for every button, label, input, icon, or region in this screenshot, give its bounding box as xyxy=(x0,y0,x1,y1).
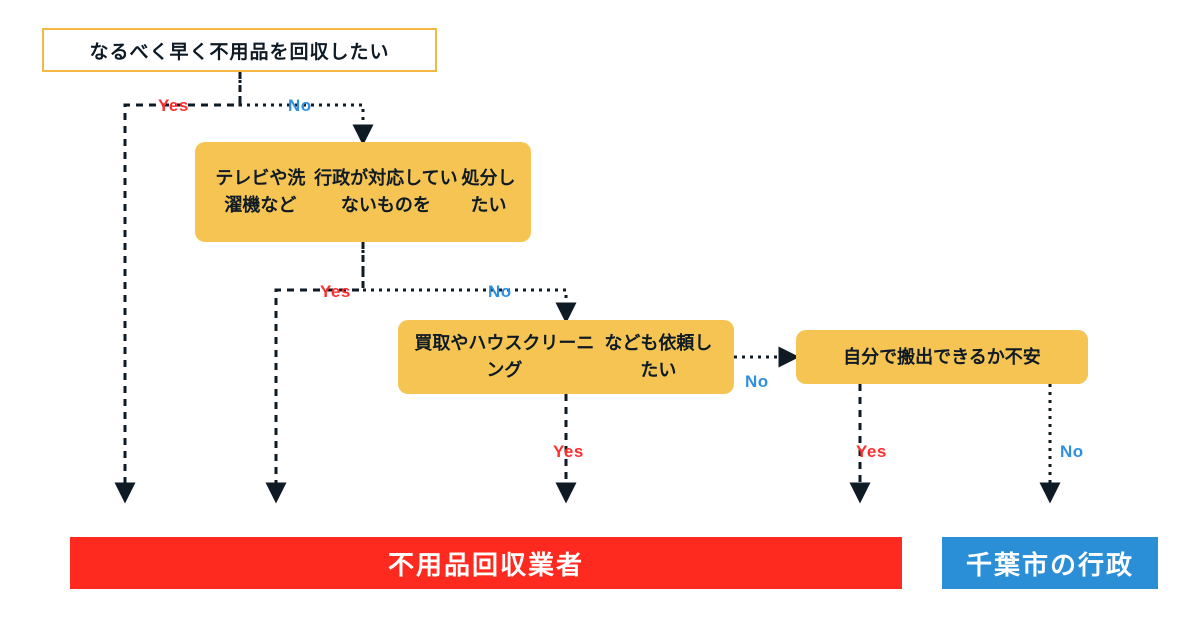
edge-label-no: No xyxy=(488,282,512,302)
terminal-collector-text: 不用品回収業者 xyxy=(388,545,584,582)
edge-label-yes: Yes xyxy=(553,442,584,462)
start-node: なるべく早く不用品を回収したい xyxy=(42,28,437,72)
start-node-text: なるべく早く不用品を回収したい xyxy=(89,37,389,64)
edge-label-no: No xyxy=(1060,442,1084,462)
terminal-government: 千葉市の行政 xyxy=(942,537,1158,589)
connector-path xyxy=(276,242,363,500)
terminal-collector: 不用品回収業者 xyxy=(70,537,902,589)
connector-path xyxy=(363,242,566,320)
edge-label-no: No xyxy=(288,96,312,116)
terminal-government-text: 千葉市の行政 xyxy=(966,545,1134,582)
question-node-appliances: テレビや洗濯機など行政が対応していないものを処分したい xyxy=(195,142,531,242)
question-line: 買取やハウスクリーニング xyxy=(412,330,597,384)
edge-label-no: No xyxy=(745,372,769,392)
connector-layer xyxy=(0,0,1200,630)
question-line: 処分したい xyxy=(460,165,517,219)
question-node-carryout: 自分で搬出できるか不安 xyxy=(796,330,1088,384)
question-line: テレビや洗濯機など xyxy=(209,165,312,219)
question-line: 行政が対応していないものを xyxy=(312,165,460,219)
question-node-carryout-text: 自分で搬出できるか不安 xyxy=(843,344,1041,371)
connector-path xyxy=(125,72,240,500)
edge-label-yes: Yes xyxy=(320,282,351,302)
edge-label-yes: Yes xyxy=(856,442,887,462)
edge-label-yes: Yes xyxy=(158,96,189,116)
question-node-services: 買取やハウスクリーニングなども依頼したい xyxy=(398,320,734,394)
question-line: なども依頼したい xyxy=(597,330,720,384)
